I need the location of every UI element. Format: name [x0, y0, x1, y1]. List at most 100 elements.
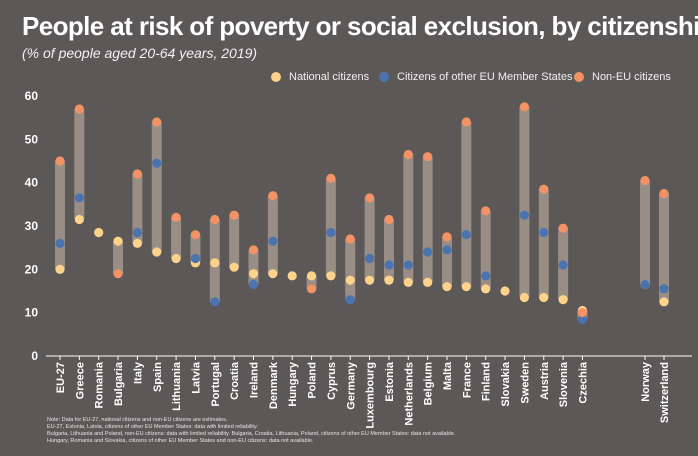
x-tick-label: Luxembourg [365, 362, 377, 429]
data-point [132, 227, 142, 238]
data-point [365, 253, 375, 264]
range-bar [229, 215, 240, 268]
data-point [403, 277, 413, 287]
data-point [345, 234, 355, 244]
data-point [326, 271, 336, 281]
legend-label-other-eu: Citizens of other EU Member States [397, 71, 573, 83]
x-tick-label: Cyprus [326, 362, 338, 400]
data-point [558, 223, 568, 233]
x-tick-label: Estonia [384, 361, 396, 402]
x-tick-label: Czechia [577, 361, 589, 403]
y-tick-label: 40 [25, 176, 39, 190]
data-point [423, 152, 433, 162]
data-point [152, 158, 162, 168]
data-point [152, 117, 162, 127]
range-bar [113, 241, 124, 274]
data-point [640, 175, 650, 186]
data-point [539, 292, 549, 303]
data-point [210, 297, 220, 307]
x-tick-label: Latvia [190, 361, 202, 394]
range-bar [403, 154, 414, 283]
chart-legend: National citizens Citizens of other EU M… [0, 71, 698, 89]
x-tick-label: Poland [307, 362, 319, 399]
note-line: Hungary, Romania and Slovakia, citizens … [47, 438, 314, 444]
range-bar [306, 275, 317, 289]
data-point [461, 230, 471, 240]
data-point [132, 169, 142, 179]
x-tick-label: Greece [74, 362, 86, 399]
x-tick-label: Portugal [210, 362, 222, 407]
x-tick-label: Belgium [423, 362, 435, 406]
x-tick-label: Norway [640, 361, 652, 402]
range-bar [325, 178, 336, 276]
data-point [171, 212, 181, 222]
legend-item-other-eu-citizens: Citizens of other EU Member States [379, 71, 572, 83]
data-point [640, 279, 650, 290]
range-bar [190, 234, 201, 263]
range-bar [659, 193, 669, 302]
data-point [384, 214, 394, 225]
x-tick-label: EU-27 [55, 362, 67, 393]
x-tick-label: France [461, 362, 473, 398]
range-bar [55, 161, 65, 270]
data-point [248, 269, 259, 279]
data-point [403, 149, 413, 160]
data-point [171, 253, 181, 264]
x-tick-label: Slovakia [500, 361, 512, 407]
data-point [248, 279, 259, 290]
legend-item-national-citizens: National citizens [271, 71, 369, 83]
data-point [113, 236, 123, 246]
y-tick-label: 30 [25, 219, 39, 233]
data-point [442, 245, 452, 255]
data-point [229, 262, 239, 272]
data-point [55, 156, 65, 166]
data-point [365, 275, 375, 285]
note-line: EU-27, Estonia, Latvia, citizens of othe… [47, 424, 258, 430]
data-point [481, 284, 491, 294]
range-bar [538, 189, 549, 298]
legend-dot-national [271, 72, 281, 82]
data-point [659, 284, 669, 294]
x-tick-label: Bulgaria [113, 361, 125, 406]
range-bar [248, 249, 259, 285]
data-point [384, 260, 394, 270]
x-tick-label: Switzerland [659, 362, 671, 423]
data-point [74, 104, 84, 114]
data-point [519, 102, 530, 112]
data-point [384, 275, 394, 285]
x-tick-label: Sweden [519, 362, 531, 404]
data-point [268, 236, 278, 246]
x-tick-label: Romania [94, 361, 106, 408]
x-tick-label: Croatia [229, 361, 241, 400]
range-bar [442, 236, 452, 287]
y-tick-label: 0 [31, 349, 38, 363]
chart-title: People at risk of poverty or social excl… [22, 11, 698, 41]
data-point [442, 232, 452, 242]
x-tick-label: Hungary [287, 361, 299, 407]
data-point [659, 297, 669, 307]
data-point [229, 210, 239, 220]
data-point [113, 269, 123, 279]
range-bar [132, 174, 143, 244]
y-tick-label: 60 [25, 89, 39, 103]
data-point [423, 247, 433, 257]
range-bar [383, 219, 394, 281]
range-bar [171, 217, 182, 259]
data-point [558, 260, 568, 270]
y-tick-label: 10 [25, 306, 39, 320]
data-point [577, 314, 588, 324]
chart-notes: Note: Data for EU-27, national citizens … [47, 417, 687, 445]
note-line: Bulgaria, Lithuania and Poland, non-EU c… [47, 431, 456, 437]
x-tick-label: Germany [345, 361, 357, 410]
data-point [500, 286, 510, 296]
x-tick-label: Spain [152, 362, 164, 392]
data-point [268, 191, 278, 201]
legend-label-non-eu: Non-EU citizens [592, 71, 671, 83]
range-bar [640, 180, 650, 285]
data-point [403, 260, 413, 270]
range-bar [480, 210, 491, 289]
data-point [365, 193, 375, 203]
data-point [326, 173, 336, 183]
data-point [210, 214, 220, 225]
